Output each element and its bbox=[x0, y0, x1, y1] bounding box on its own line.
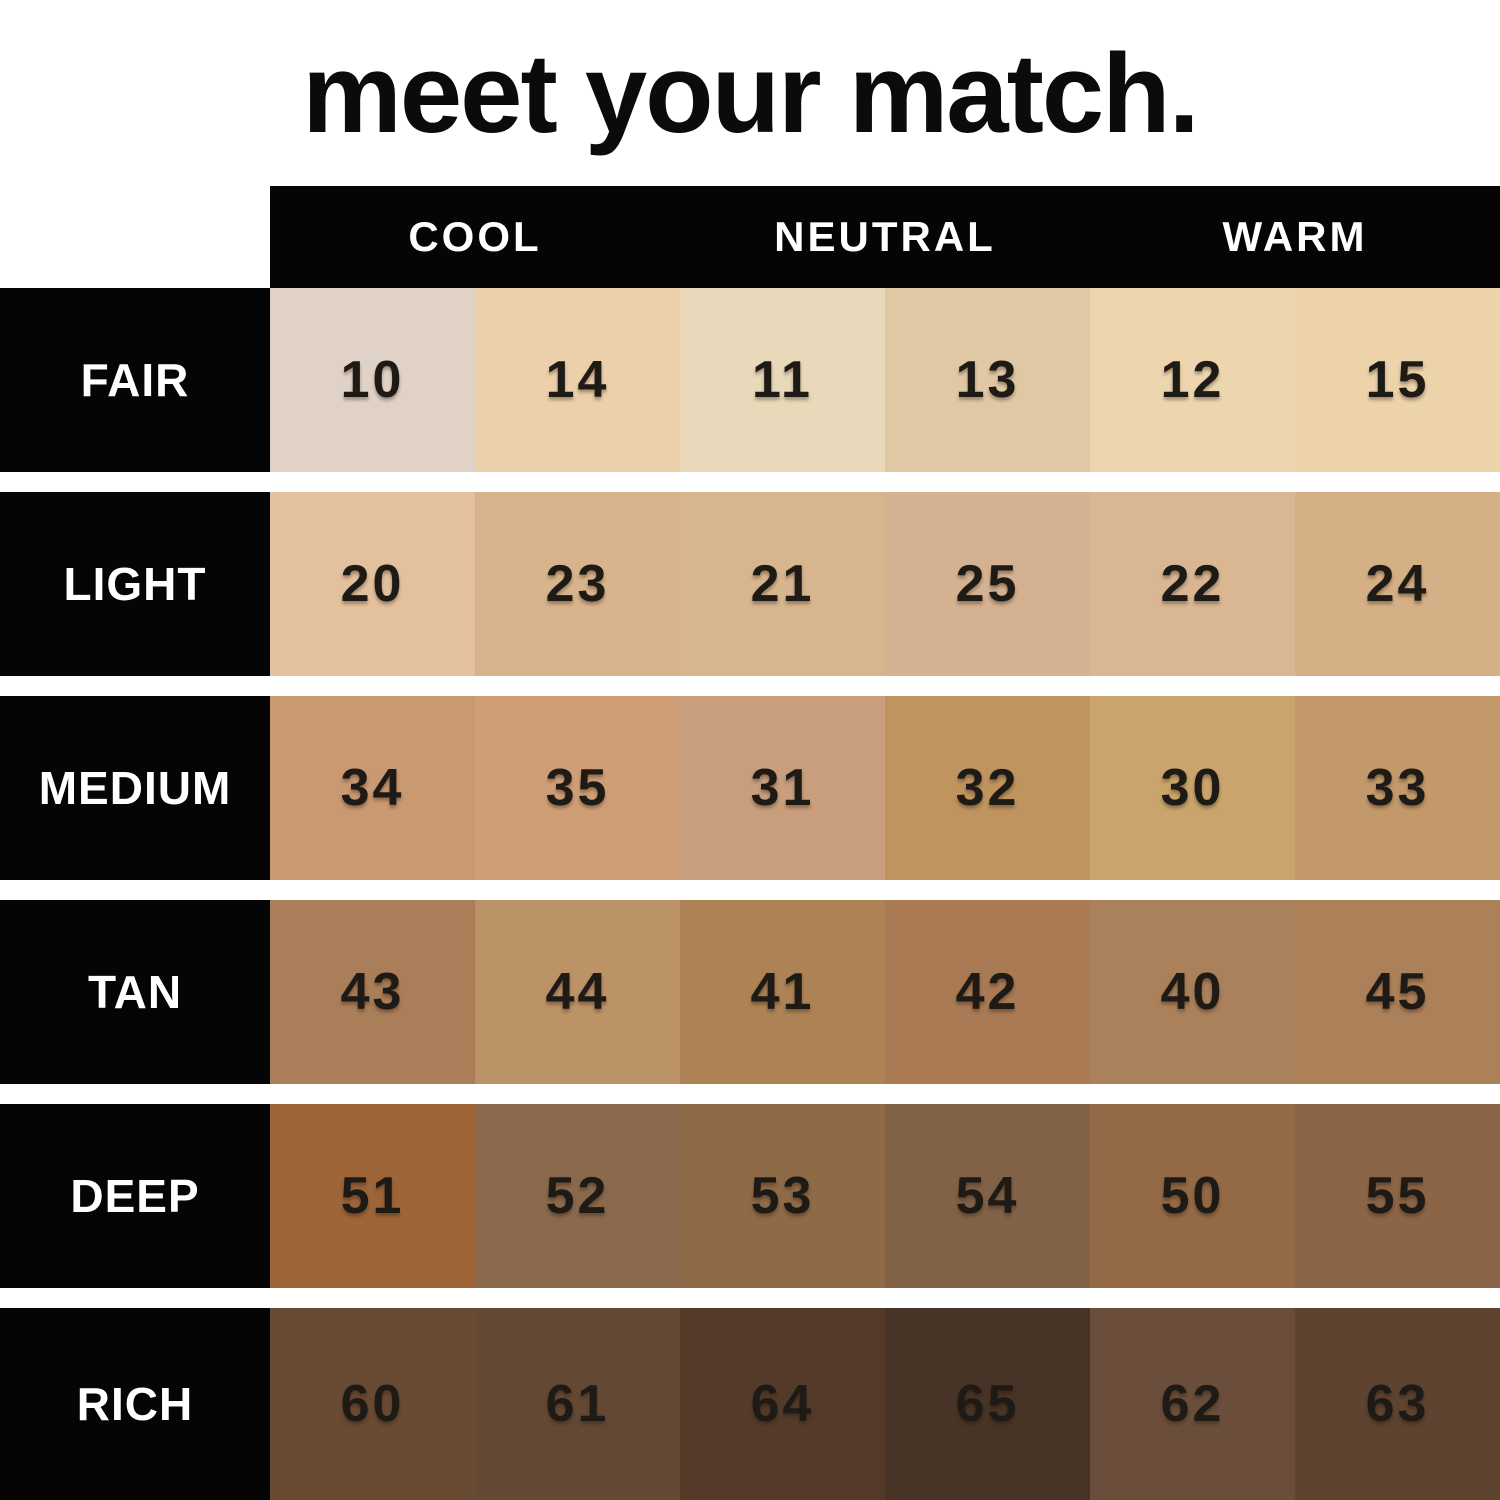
shade-number: 23 bbox=[545, 555, 610, 613]
header-label-warm: WARM bbox=[1222, 213, 1368, 260]
shade-swatch: 41 bbox=[680, 900, 885, 1084]
shade-swatch: 63 bbox=[1295, 1308, 1500, 1500]
shade-swatch: 64 bbox=[680, 1308, 885, 1500]
shade-number: 60 bbox=[340, 1375, 405, 1433]
shade-number: 55 bbox=[1365, 1167, 1430, 1225]
shade-number: 51 bbox=[340, 1167, 405, 1225]
shade-number: 12 bbox=[1160, 351, 1225, 409]
shade-number: 14 bbox=[545, 351, 610, 409]
shade-number: 33 bbox=[1365, 759, 1430, 817]
row-label-fair: FAIR bbox=[0, 288, 270, 472]
shade-number: 45 bbox=[1365, 963, 1430, 1021]
shade-swatch: 42 bbox=[885, 900, 1090, 1084]
shade-number: 13 bbox=[955, 351, 1020, 409]
shade-number: 21 bbox=[750, 555, 815, 613]
undertone-header-bar: COOL NEUTRAL WARM bbox=[270, 186, 1500, 288]
shade-swatch: 55 bbox=[1295, 1104, 1500, 1288]
shade-swatch: 24 bbox=[1295, 492, 1500, 676]
shade-swatch: 15 bbox=[1295, 288, 1500, 472]
shade-number: 53 bbox=[750, 1167, 815, 1225]
shade-number: 44 bbox=[545, 963, 610, 1021]
shade-number: 15 bbox=[1365, 351, 1430, 409]
header-label-neutral: NEUTRAL bbox=[774, 213, 996, 260]
shade-swatch: 45 bbox=[1295, 900, 1500, 1084]
header-label-cool: COOL bbox=[408, 213, 542, 260]
shade-swatch: 32 bbox=[885, 696, 1090, 880]
shade-swatch: 30 bbox=[1090, 696, 1295, 880]
shade-swatch: 23 bbox=[475, 492, 680, 676]
shade-swatch: 35 bbox=[475, 696, 680, 880]
shade-swatch: 34 bbox=[270, 696, 475, 880]
shade-swatch: 25 bbox=[885, 492, 1090, 676]
shade-swatch: 43 bbox=[270, 900, 475, 1084]
shade-number: 41 bbox=[750, 963, 815, 1021]
shade-number: 20 bbox=[340, 555, 405, 613]
shade-swatch: 53 bbox=[680, 1104, 885, 1288]
shade-number: 54 bbox=[955, 1167, 1020, 1225]
shade-swatch: 14 bbox=[475, 288, 680, 472]
shade-number: 65 bbox=[955, 1375, 1020, 1433]
shade-swatch: 10 bbox=[270, 288, 475, 472]
row-label-medium: MEDIUM bbox=[0, 696, 270, 880]
shade-number: 35 bbox=[545, 759, 610, 817]
row-label-tan: TAN bbox=[0, 900, 270, 1084]
shade-number: 61 bbox=[545, 1375, 610, 1433]
shade-number: 34 bbox=[340, 759, 405, 817]
shade-number: 32 bbox=[955, 759, 1020, 817]
shade-swatch: 51 bbox=[270, 1104, 475, 1288]
shade-number: 42 bbox=[955, 963, 1020, 1021]
page-title: meet your match. bbox=[302, 30, 1199, 156]
shade-number: 40 bbox=[1160, 963, 1225, 1021]
shade-swatch: 21 bbox=[680, 492, 885, 676]
row-label-rich: RICH bbox=[0, 1308, 270, 1500]
shade-swatch: 13 bbox=[885, 288, 1090, 472]
shade-swatch: 61 bbox=[475, 1308, 680, 1500]
shade-swatch: 11 bbox=[680, 288, 885, 472]
shade-number: 62 bbox=[1160, 1375, 1225, 1433]
shade-number: 24 bbox=[1365, 555, 1430, 613]
shade-row-fair: FAIR 10 14 11 13 12 15 bbox=[0, 288, 1500, 472]
shade-row-tan: TAN 43 44 41 42 40 45 bbox=[0, 900, 1500, 1084]
shade-number: 52 bbox=[545, 1167, 610, 1225]
shade-number: 25 bbox=[955, 555, 1020, 613]
shade-row-deep: DEEP 51 52 53 54 50 55 bbox=[0, 1104, 1500, 1288]
shade-swatch: 40 bbox=[1090, 900, 1295, 1084]
shade-number: 31 bbox=[750, 759, 815, 817]
shade-number: 11 bbox=[752, 351, 813, 409]
shade-swatch: 12 bbox=[1090, 288, 1295, 472]
shade-row-rich: RICH 60 61 64 65 62 63 bbox=[0, 1308, 1500, 1500]
shade-number: 22 bbox=[1160, 555, 1225, 613]
shade-number: 43 bbox=[340, 963, 405, 1021]
shade-row-light: LIGHT 20 23 21 25 22 24 bbox=[0, 492, 1500, 676]
shade-swatch: 22 bbox=[1090, 492, 1295, 676]
shade-number: 63 bbox=[1365, 1375, 1430, 1433]
shade-swatch: 62 bbox=[1090, 1308, 1295, 1500]
row-label-deep: DEEP bbox=[0, 1104, 270, 1288]
shade-swatch: 54 bbox=[885, 1104, 1090, 1288]
shade-number: 10 bbox=[340, 351, 405, 409]
shade-swatch: 33 bbox=[1295, 696, 1500, 880]
shade-swatch: 52 bbox=[475, 1104, 680, 1288]
shade-number: 50 bbox=[1160, 1167, 1225, 1225]
shade-swatch: 60 bbox=[270, 1308, 475, 1500]
shade-number: 30 bbox=[1160, 759, 1225, 817]
shade-swatch: 31 bbox=[680, 696, 885, 880]
shade-swatch: 65 bbox=[885, 1308, 1090, 1500]
title-block: meet your match. bbox=[0, 0, 1500, 186]
shade-swatch: 20 bbox=[270, 492, 475, 676]
shade-swatch: 50 bbox=[1090, 1104, 1295, 1288]
row-label-light: LIGHT bbox=[0, 492, 270, 676]
shade-swatch: 44 bbox=[475, 900, 680, 1084]
shade-row-medium: MEDIUM 34 35 31 32 30 33 bbox=[0, 696, 1500, 880]
shade-number: 64 bbox=[750, 1375, 815, 1433]
